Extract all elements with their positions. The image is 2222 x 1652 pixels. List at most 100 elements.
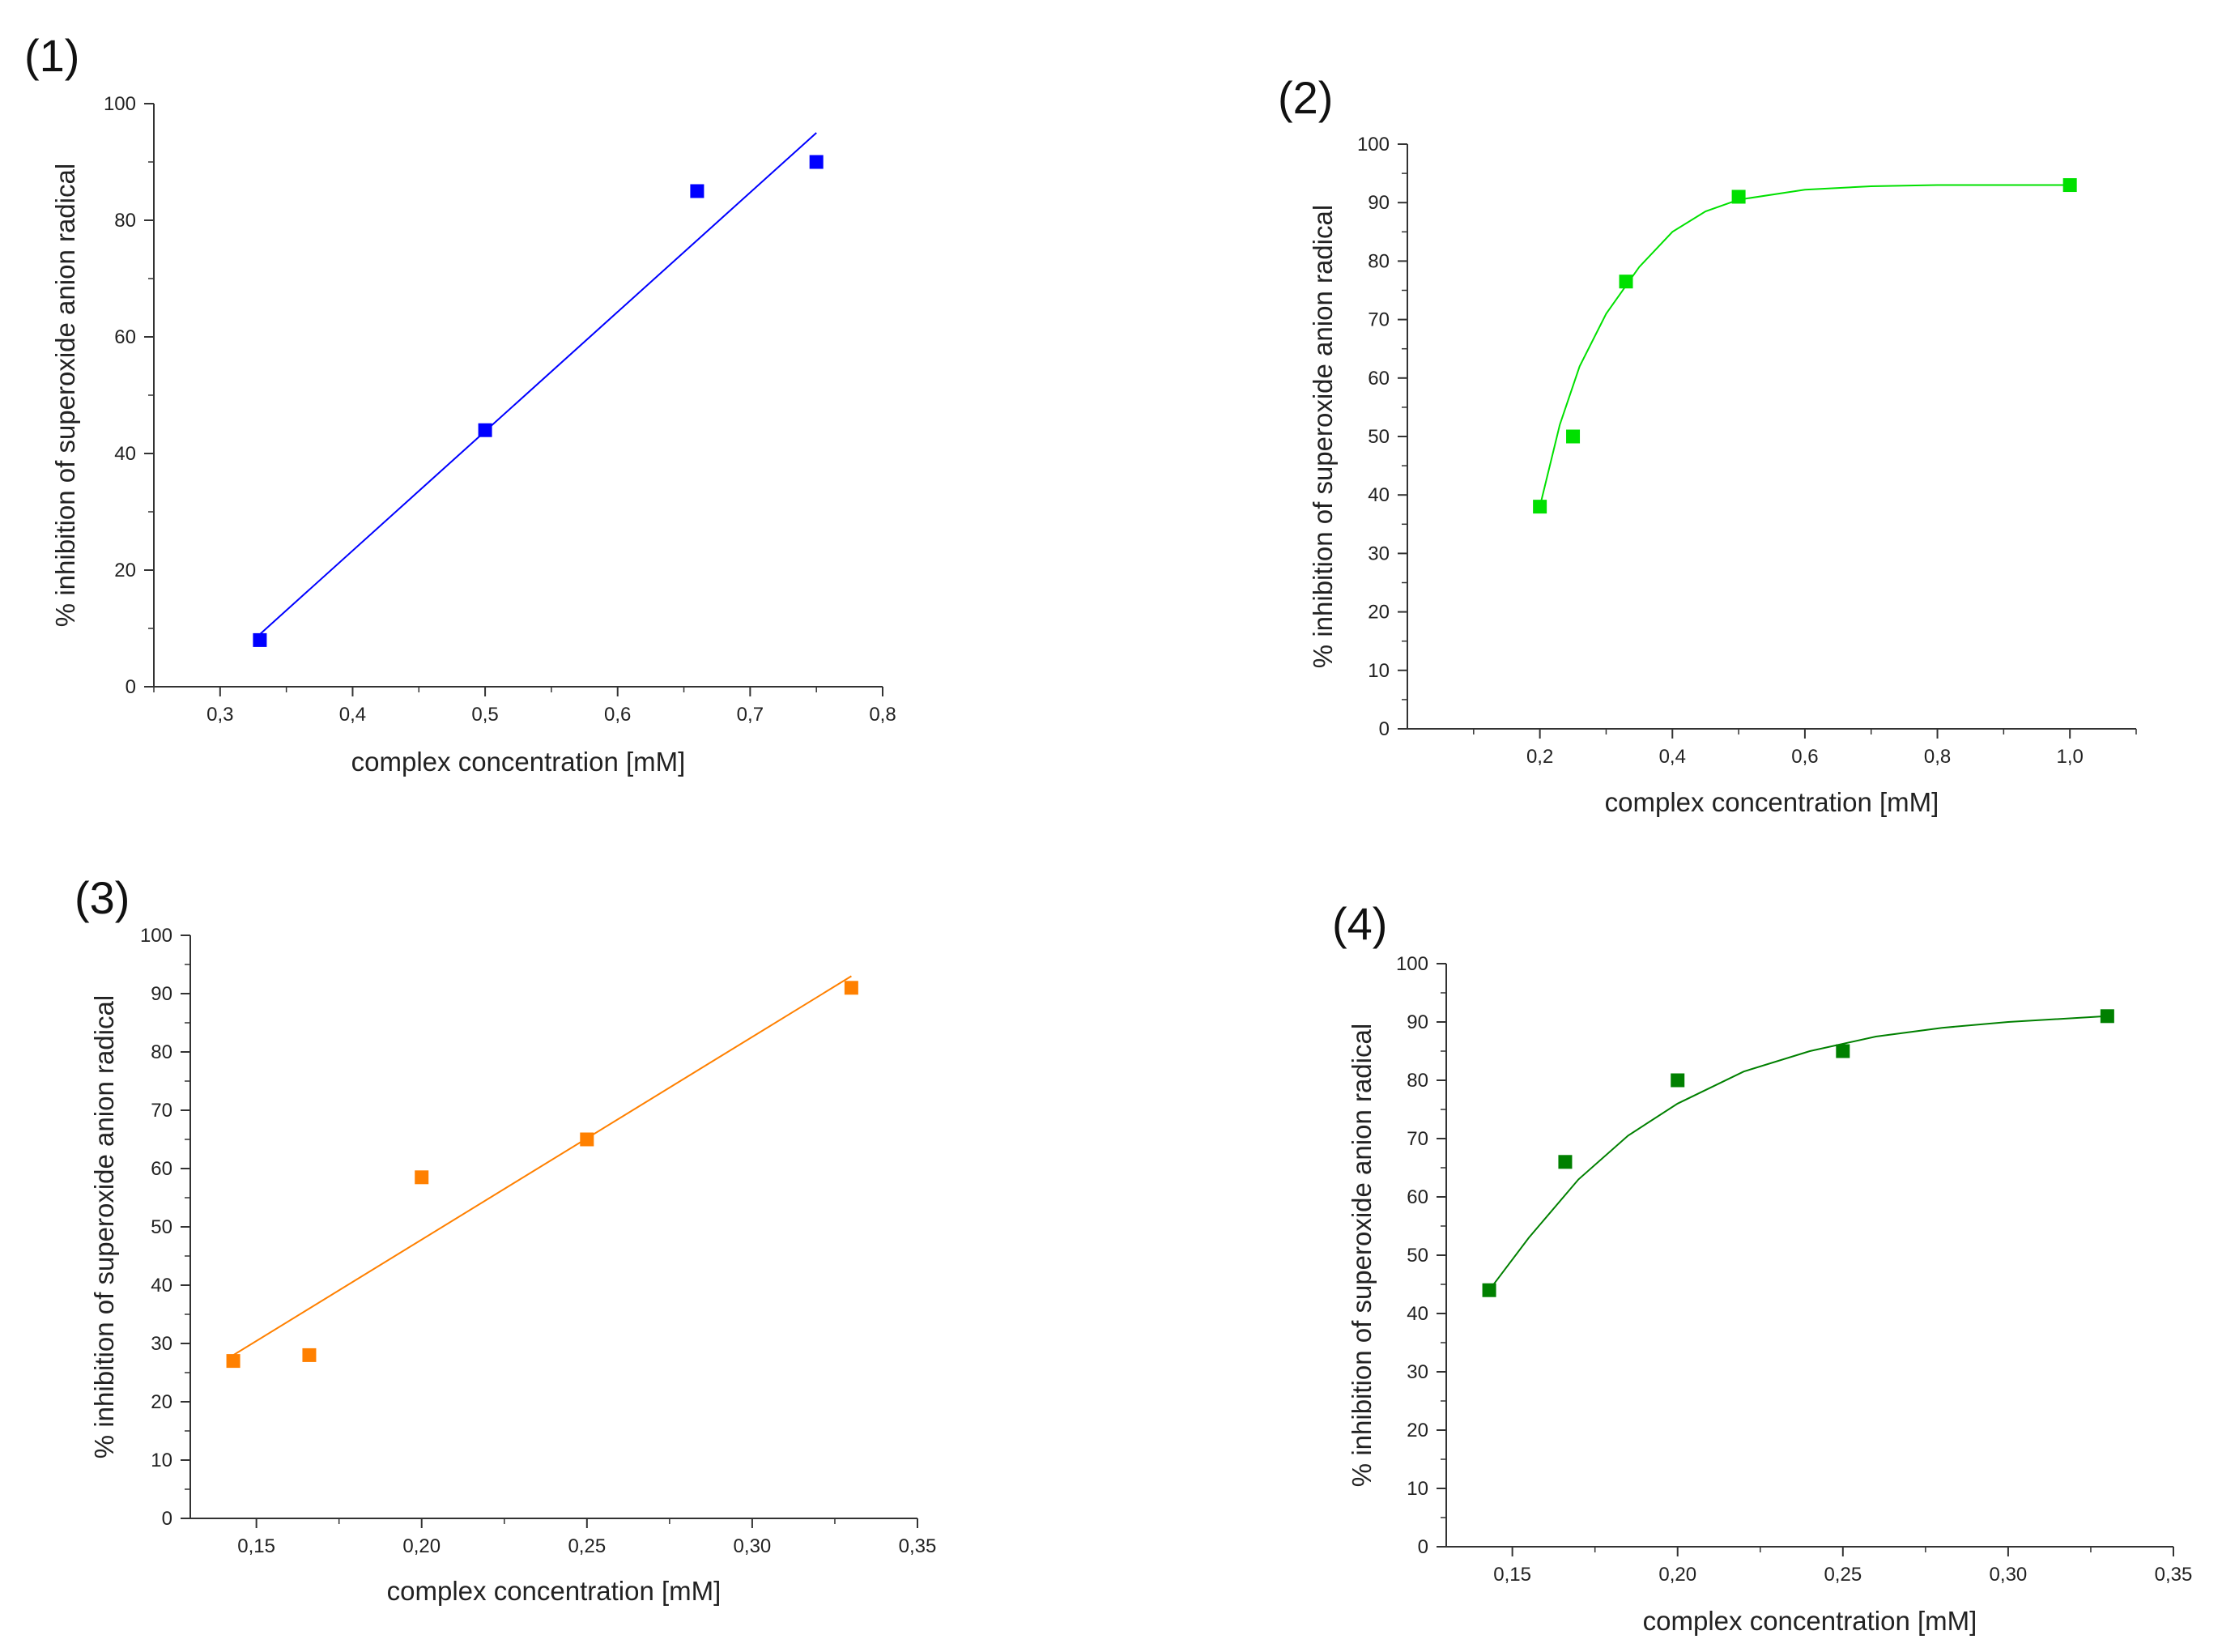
data-point <box>1566 429 1581 444</box>
y-tick-label: 60 <box>1407 1186 1428 1208</box>
y-tick-label: 60 <box>1368 368 1390 390</box>
y-axis-title: % inhibition of superoxide anion radical <box>89 995 119 1458</box>
y-tick-label: 0 <box>126 676 136 698</box>
fit-line <box>1488 1015 2108 1291</box>
chart-panel-4: (4) 0,15 0,20 0,25 0,30 0,35 0 10 20 30 40 50 60 70 80… <box>1332 898 2192 1636</box>
y-tick-label: 0 <box>1418 1536 1428 1558</box>
y-tick-label: 10 <box>1407 1478 1428 1500</box>
y-tick-label: 40 <box>1368 484 1390 506</box>
x-tick-label: 0,6 <box>604 704 631 726</box>
x-axis-title: complex concentration [mM] <box>1643 1606 1977 1636</box>
y-axis-title: % inhibition of superoxide anion radical <box>50 164 80 627</box>
data-point <box>415 1170 429 1185</box>
y-tick-label: 90 <box>1368 192 1390 214</box>
y-tick-label: 30 <box>1407 1361 1428 1383</box>
panel-label: (4) <box>1332 898 1387 949</box>
y-tick-label: 80 <box>114 210 136 232</box>
data-point <box>1533 500 1547 514</box>
x-tick-label: 0,15 <box>237 1535 275 1557</box>
y-tick-label: 20 <box>1407 1420 1428 1441</box>
x-tick-label: 0,20 <box>402 1535 441 1557</box>
data-point <box>1482 1283 1496 1297</box>
y-tick-label: 60 <box>151 1158 172 1180</box>
y-tick-label: 30 <box>1368 543 1390 564</box>
data-point <box>690 184 704 198</box>
x-tick-label: 0,20 <box>1658 1564 1696 1586</box>
data-point <box>1619 275 1633 289</box>
y-tick-label: 70 <box>1368 309 1390 331</box>
x-tick-label: 0,30 <box>734 1535 772 1557</box>
x-tick-label: 0,8 <box>1924 746 1951 768</box>
fit-line <box>1539 184 2071 507</box>
x-tick-label: 0,5 <box>471 704 498 726</box>
y-tick-label: 70 <box>1407 1128 1428 1150</box>
y-tick-label: 100 <box>104 93 136 115</box>
y-tick-label: 10 <box>1368 660 1390 682</box>
y-tick-label: 50 <box>151 1216 172 1238</box>
chart-panel-3: (3) 0,15 0,20 0,25 0,30 0,35 0 10 20 30 40 50 60 70 80… <box>74 872 936 1606</box>
x-tick-label: 0,25 <box>1824 1564 1862 1586</box>
x-tick-label: 0,30 <box>1990 1564 2028 1586</box>
y-tick-label: 40 <box>114 443 136 465</box>
y-tick-label: 50 <box>1368 426 1390 448</box>
y-tick-label: 90 <box>1407 1011 1428 1033</box>
panel-label: (1) <box>24 30 79 81</box>
x-tick-label: 0,35 <box>2155 1564 2193 1586</box>
x-tick-label: 0,4 <box>339 704 366 726</box>
x-tick-label: 0,3 <box>206 704 233 726</box>
data-point <box>1731 189 1746 204</box>
x-tick-label: 0,15 <box>1493 1564 1531 1586</box>
y-tick-label: 50 <box>1407 1245 1428 1267</box>
x-tick-label: 0,25 <box>568 1535 606 1557</box>
y-tick-label: 40 <box>151 1275 172 1296</box>
y-tick-label: 20 <box>151 1391 172 1413</box>
y-tick-label: 80 <box>151 1041 172 1063</box>
fit-line <box>259 132 817 635</box>
y-tick-label: 0 <box>1379 718 1390 740</box>
x-tick-label: 0,4 <box>1659 746 1686 768</box>
fit-line <box>232 975 852 1356</box>
y-tick-label: 80 <box>1407 1070 1428 1092</box>
y-tick-label: 0 <box>162 1508 172 1530</box>
y-tick-label: 70 <box>151 1100 172 1122</box>
data-point <box>2062 178 2077 193</box>
y-tick-label: 90 <box>151 983 172 1005</box>
data-point <box>2100 1009 2114 1024</box>
y-tick-label: 20 <box>1368 602 1390 624</box>
x-tick-label: 0,6 <box>1791 746 1818 768</box>
x-tick-label: 0,8 <box>869 704 896 726</box>
y-axis-title: % inhibition of superoxide anion radical <box>1308 205 1338 668</box>
x-tick-label: 0,35 <box>899 1535 937 1557</box>
data-point <box>809 155 824 169</box>
data-point <box>478 423 492 437</box>
x-tick-label: 0,2 <box>1526 746 1553 768</box>
y-tick-label: 30 <box>151 1333 172 1355</box>
y-tick-label: 20 <box>114 560 136 581</box>
x-axis-title: complex concentration [mM] <box>387 1576 722 1606</box>
y-tick-label: 60 <box>114 326 136 348</box>
y-axis-title: % inhibition of superoxide anion radical <box>1347 1024 1377 1487</box>
data-point <box>302 1348 317 1362</box>
data-point <box>580 1132 594 1147</box>
data-point <box>253 632 267 647</box>
x-axis-title: complex concentration [mM] <box>1605 787 1939 817</box>
x-tick-label: 0,7 <box>737 704 764 726</box>
data-point <box>1671 1073 1685 1088</box>
y-tick-label: 80 <box>1368 250 1390 272</box>
x-tick-label: 1,0 <box>2056 746 2083 768</box>
panel-label: (2) <box>1278 72 1333 123</box>
data-point <box>844 981 858 995</box>
data-point <box>226 1354 241 1369</box>
chart-panel-2: (2) 0,2 0,4 0,6 0,8 1,0 0 10 20 30 40 50 60 70 80 90 100… <box>1278 72 2137 817</box>
y-tick-label: 10 <box>151 1450 172 1471</box>
y-tick-label: 100 <box>1357 134 1390 155</box>
data-point <box>1836 1044 1850 1058</box>
y-tick-label: 40 <box>1407 1303 1428 1325</box>
data-point <box>1558 1155 1573 1169</box>
panel-label: (3) <box>74 872 130 923</box>
x-axis-title: complex concentration [mM] <box>351 747 686 777</box>
chart-panel-1: (1) 0,3 0,4 0,5 0,6 0,7 0,8 0 20 40 60 80 100 complex… <box>24 30 896 777</box>
y-tick-label: 100 <box>1396 953 1428 975</box>
y-tick-label: 100 <box>140 925 172 947</box>
